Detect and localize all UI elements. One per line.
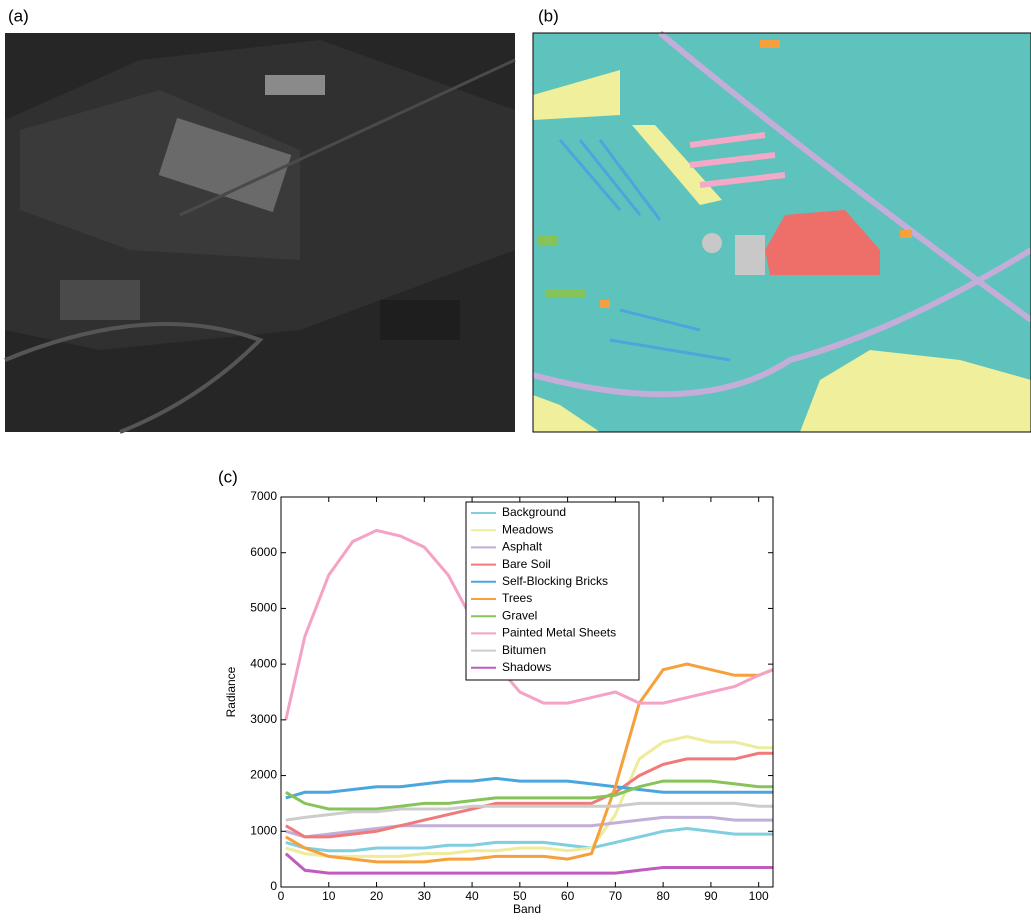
legend-label: Bitumen: [502, 643, 546, 657]
x-tick-label: 0: [278, 889, 285, 903]
legend-label: Bare Soil: [502, 557, 551, 571]
chart: 0 1000 2000 3000 4000 5000 6000 7000 0 10 20 30 40 50…: [224, 489, 773, 916]
legend-label: Asphalt: [502, 540, 543, 554]
y-tick-label: 2000: [250, 768, 277, 782]
figure: (a) (b) (c) 0 1000 2000 3000 40 0: [0, 0, 1031, 919]
panel-label: (a): [8, 6, 29, 25]
y-tick-label: 5000: [250, 601, 277, 615]
y-tick-label: 1000: [250, 823, 277, 837]
y-tick-label: 6000: [250, 545, 277, 559]
y-axis-label: Radiance: [224, 666, 238, 717]
x-tick-label: 30: [418, 889, 432, 903]
panel-label: (b): [538, 6, 559, 25]
classification-map: [533, 33, 1031, 432]
page: {"panel_labels": ["(a)", "(b)", "(c)"], …: [0, 0, 1031, 919]
legend-label: Trees: [502, 591, 532, 605]
legend-label: Gravel: [502, 608, 537, 622]
x-tick-label: 80: [656, 889, 670, 903]
x-tick-label: 40: [465, 889, 479, 903]
y-tick-label: 7000: [250, 489, 277, 503]
y-tick-label: 3000: [250, 712, 277, 726]
y-tick-label: 4000: [250, 656, 277, 670]
x-tick-label: 100: [749, 889, 769, 903]
x-tick-label: 50: [513, 889, 527, 903]
x-tick-label: 10: [322, 889, 336, 903]
x-tick-label: 70: [609, 889, 623, 903]
legend-label: Shadows: [502, 660, 551, 674]
legend-label: Background: [502, 505, 566, 519]
x-tick-label: 60: [561, 889, 575, 903]
panel-label: (c): [218, 467, 238, 486]
legend-label: Self-Blocking Bricks: [502, 574, 608, 588]
y-tick-label: 0: [270, 879, 277, 893]
legend-label: Painted Metal Sheets: [502, 626, 616, 640]
x-tick-label: 90: [704, 889, 718, 903]
legend-label: Meadows: [502, 522, 553, 536]
x-tick-label: 20: [370, 889, 384, 903]
x-axis-label: Band: [513, 902, 541, 916]
aerial-image: [5, 33, 515, 432]
